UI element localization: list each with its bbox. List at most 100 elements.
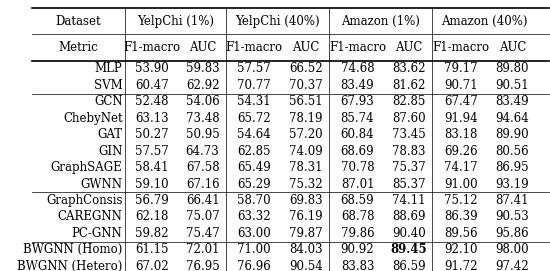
Text: AUC: AUC: [189, 41, 216, 54]
Text: 69.26: 69.26: [444, 145, 477, 158]
Text: 67.93: 67.93: [340, 95, 375, 108]
Text: 58.41: 58.41: [135, 161, 169, 174]
Text: AUC: AUC: [395, 41, 423, 54]
Text: 83.49: 83.49: [340, 79, 375, 92]
Text: 90.92: 90.92: [340, 243, 375, 256]
Text: 89.56: 89.56: [444, 227, 477, 240]
Text: 90.71: 90.71: [444, 79, 477, 92]
Text: 87.60: 87.60: [392, 112, 426, 125]
Text: GWNN: GWNN: [80, 178, 123, 191]
Text: 67.16: 67.16: [186, 178, 219, 191]
Text: 91.94: 91.94: [444, 112, 477, 125]
Text: 68.59: 68.59: [340, 194, 375, 207]
Text: 92.10: 92.10: [444, 243, 477, 256]
Text: 79.86: 79.86: [340, 227, 375, 240]
Text: 68.78: 68.78: [341, 211, 375, 223]
Text: 98.00: 98.00: [496, 243, 529, 256]
Text: 67.47: 67.47: [444, 95, 478, 108]
Text: 76.19: 76.19: [289, 211, 323, 223]
Text: 83.62: 83.62: [392, 63, 426, 76]
Text: Metric: Metric: [59, 41, 98, 54]
Text: 89.45: 89.45: [391, 243, 427, 256]
Text: 71.00: 71.00: [238, 243, 271, 256]
Text: 65.29: 65.29: [238, 178, 271, 191]
Text: 90.40: 90.40: [392, 227, 426, 240]
Text: 81.62: 81.62: [393, 79, 426, 92]
Text: 74.68: 74.68: [340, 63, 375, 76]
Text: 56.51: 56.51: [289, 95, 323, 108]
Text: 66.41: 66.41: [186, 194, 219, 207]
Text: 70.37: 70.37: [289, 79, 323, 92]
Text: YelpChi (40%): YelpChi (40%): [235, 15, 320, 28]
Text: 54.64: 54.64: [238, 128, 271, 141]
Text: 74.11: 74.11: [392, 194, 426, 207]
Text: 52.48: 52.48: [135, 95, 169, 108]
Text: 84.03: 84.03: [289, 243, 323, 256]
Text: Amazon (40%): Amazon (40%): [441, 15, 527, 28]
Text: 68.69: 68.69: [340, 145, 375, 158]
Text: 50.27: 50.27: [135, 128, 169, 141]
Text: 97.42: 97.42: [496, 260, 529, 271]
Text: BWGNN (Homo): BWGNN (Homo): [23, 243, 123, 256]
Text: 72.01: 72.01: [186, 243, 219, 256]
Text: 54.06: 54.06: [186, 95, 219, 108]
Text: 75.32: 75.32: [289, 178, 323, 191]
Text: GraphSAGE: GraphSAGE: [51, 161, 123, 174]
Text: 53.90: 53.90: [135, 63, 169, 76]
Text: 58.70: 58.70: [238, 194, 271, 207]
Text: 75.12: 75.12: [444, 194, 477, 207]
Text: 74.17: 74.17: [444, 161, 477, 174]
Text: 73.45: 73.45: [392, 128, 426, 141]
Text: 50.95: 50.95: [186, 128, 219, 141]
Text: GAT: GAT: [97, 128, 123, 141]
Text: 89.80: 89.80: [496, 63, 529, 76]
Text: 57.57: 57.57: [135, 145, 169, 158]
Text: 62.85: 62.85: [238, 145, 271, 158]
Text: 60.47: 60.47: [135, 79, 169, 92]
Text: 74.09: 74.09: [289, 145, 323, 158]
Text: 75.07: 75.07: [186, 211, 219, 223]
Text: 70.78: 70.78: [340, 161, 375, 174]
Text: F1-macro: F1-macro: [124, 41, 181, 54]
Text: 83.49: 83.49: [496, 95, 529, 108]
Text: F1-macro: F1-macro: [432, 41, 490, 54]
Text: SVM: SVM: [94, 79, 123, 92]
Text: 75.37: 75.37: [392, 161, 426, 174]
Text: 82.85: 82.85: [393, 95, 426, 108]
Text: GraphConsis: GraphConsis: [46, 194, 123, 207]
Text: 63.13: 63.13: [135, 112, 169, 125]
Text: 66.52: 66.52: [289, 63, 323, 76]
Text: 78.19: 78.19: [289, 112, 323, 125]
Text: 76.95: 76.95: [186, 260, 219, 271]
Text: 61.15: 61.15: [135, 243, 169, 256]
Text: 90.53: 90.53: [496, 211, 529, 223]
Text: 63.00: 63.00: [238, 227, 271, 240]
Text: 86.59: 86.59: [392, 260, 426, 271]
Text: 87.41: 87.41: [496, 194, 529, 207]
Text: 64.73: 64.73: [186, 145, 219, 158]
Text: 86.39: 86.39: [444, 211, 477, 223]
Text: 62.92: 62.92: [186, 79, 219, 92]
Text: 69.83: 69.83: [289, 194, 323, 207]
Text: Amazon (1%): Amazon (1%): [342, 15, 420, 28]
Text: 85.37: 85.37: [392, 178, 426, 191]
Text: 85.74: 85.74: [340, 112, 375, 125]
Text: 91.72: 91.72: [444, 260, 477, 271]
Text: 89.90: 89.90: [496, 128, 529, 141]
Text: 95.86: 95.86: [496, 227, 529, 240]
Text: ChebyNet: ChebyNet: [63, 112, 123, 125]
Text: 59.10: 59.10: [135, 178, 169, 191]
Text: 86.95: 86.95: [496, 161, 529, 174]
Text: CAREGNN: CAREGNN: [58, 211, 123, 223]
Text: 87.01: 87.01: [341, 178, 375, 191]
Text: 90.51: 90.51: [496, 79, 529, 92]
Text: 62.18: 62.18: [135, 211, 169, 223]
Text: 59.83: 59.83: [186, 63, 219, 76]
Text: 67.58: 67.58: [186, 161, 219, 174]
Text: 54.31: 54.31: [238, 95, 271, 108]
Text: 88.69: 88.69: [392, 211, 426, 223]
Text: 79.87: 79.87: [289, 227, 323, 240]
Text: PC-GNN: PC-GNN: [72, 227, 123, 240]
Text: MLP: MLP: [95, 63, 123, 76]
Text: YelpChi (1%): YelpChi (1%): [137, 15, 214, 28]
